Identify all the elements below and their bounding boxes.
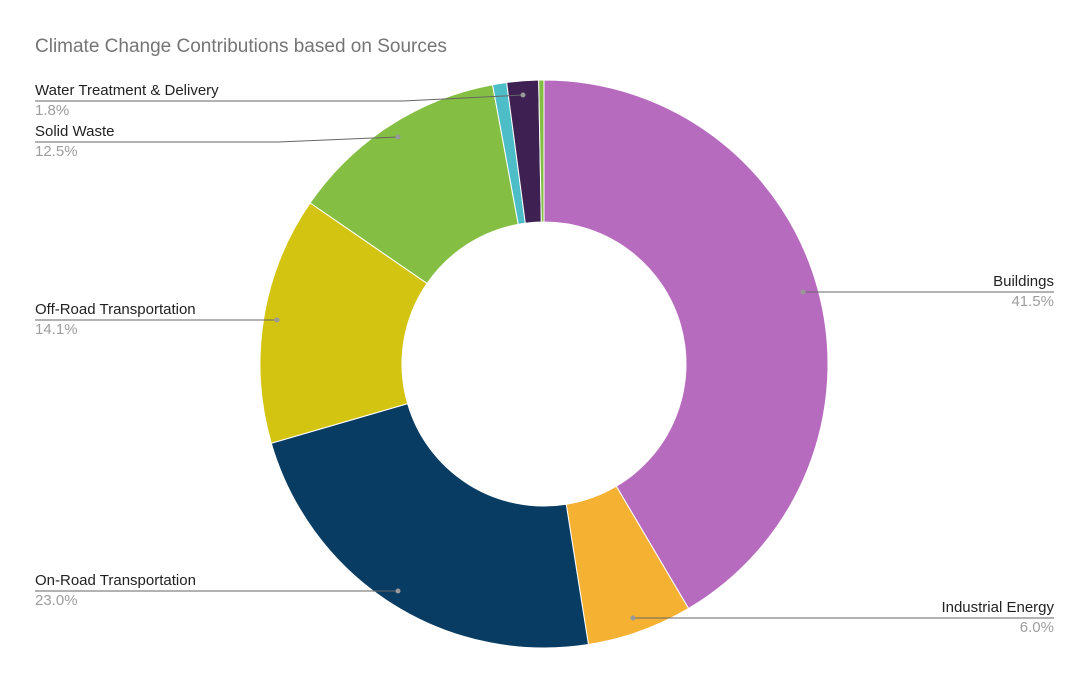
leader-dot	[395, 588, 401, 594]
slice-percent: 1.8%	[35, 102, 70, 119]
slice-on-road-transportation	[270, 402, 589, 649]
leader-dot	[395, 134, 401, 140]
data-label: Off-Road Transportation 14.1%	[35, 300, 196, 340]
slice-buildings	[543, 79, 829, 610]
slice-percent: 41.5%	[1011, 293, 1054, 310]
slice-name: Buildings	[993, 273, 1054, 290]
leader-line	[35, 136, 399, 143]
slice-unlabeled-7	[538, 79, 545, 223]
slice-percent: 23.0%	[35, 592, 78, 609]
leader-dot	[274, 317, 280, 323]
slice-name: Water Treatment & Delivery	[35, 82, 219, 99]
slice-name: Solid Waste	[35, 123, 115, 140]
data-label: Industrial Energy 6.0%	[941, 598, 1054, 638]
slice-name: Industrial Energy	[941, 599, 1054, 616]
chart-title: Climate Change Contributions based on So…	[35, 36, 447, 57]
leader-line	[35, 94, 524, 102]
leader-dot	[800, 289, 806, 295]
slice-percent: 14.1%	[35, 321, 78, 338]
data-label: Buildings 41.5%	[993, 272, 1054, 312]
data-label: Water Treatment & Delivery 1.8%	[35, 81, 219, 121]
slice-name: Off-Road Transportation	[35, 301, 196, 318]
leader-dot	[630, 615, 636, 621]
slice-off-road-transportation	[259, 202, 428, 444]
slice-percent: 12.5%	[35, 143, 78, 160]
data-label: On-Road Transportation 23.0%	[35, 571, 196, 611]
data-label: Solid Waste 12.5%	[35, 122, 114, 162]
slice-percent: 6.0%	[1019, 619, 1054, 636]
slice-name: On-Road Transportation	[35, 572, 196, 589]
leader-dot	[520, 92, 526, 98]
